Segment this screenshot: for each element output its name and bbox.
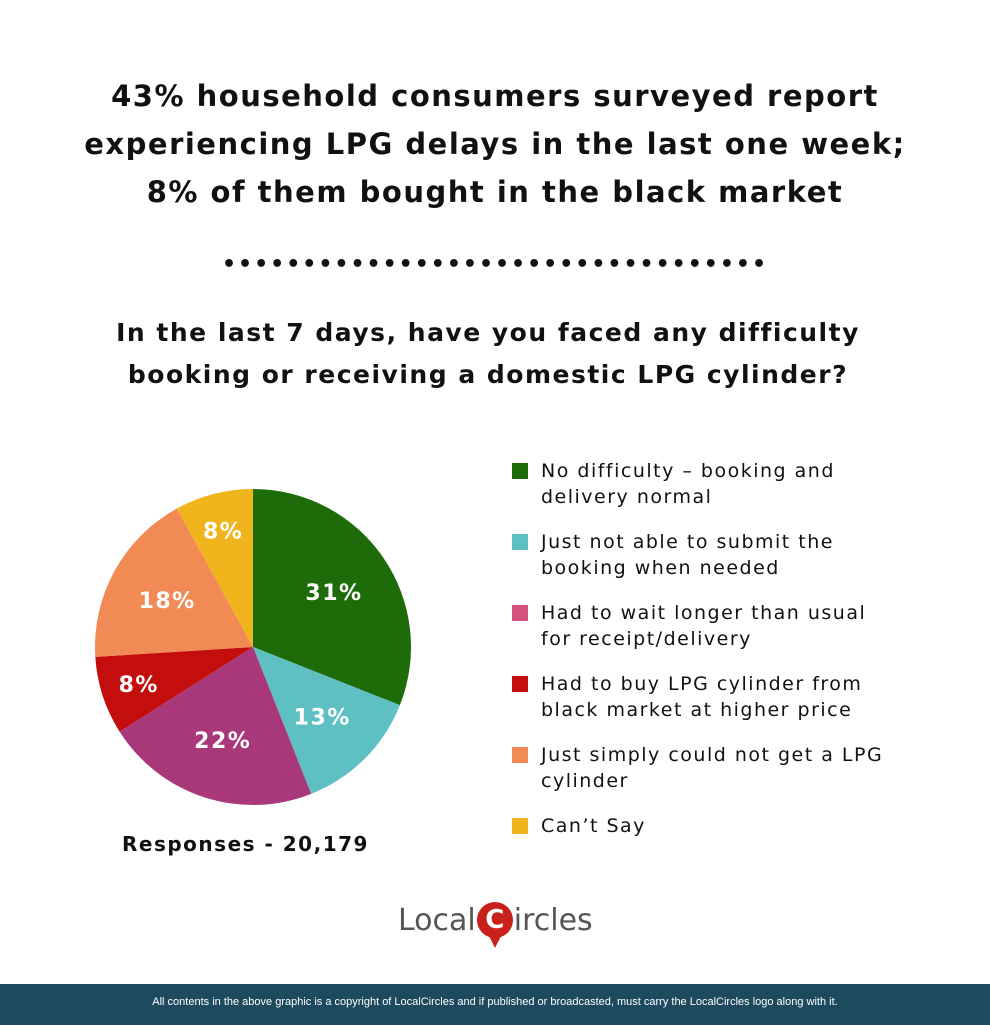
legend-item: Had to buy LPG cylinder from black market… [512, 671, 952, 723]
pie-slice [253, 489, 411, 706]
slice-label: 8% [119, 673, 159, 698]
legend-swatch [512, 818, 528, 834]
legend-label: Just not able to submit the booking when … [541, 529, 834, 581]
pie-slice [253, 647, 400, 794]
legend-swatch [512, 605, 528, 621]
legend-label-line: Just not able to submit the [541, 531, 834, 553]
slice-label: 13% [294, 705, 351, 730]
legend-swatch [512, 463, 528, 479]
slice-label: 18% [139, 589, 196, 614]
legend-swatch [512, 676, 528, 692]
dotted-divider: •••••••••••••••••••••••••••••••••• [221, 252, 769, 277]
headline: 43% household consumers surveyed report … [0, 72, 990, 216]
legend-item: Had to wait longer than usual for receipt… [512, 600, 952, 652]
slice-label: 22% [194, 729, 251, 754]
legend-swatch [512, 534, 528, 550]
question-line: booking or receiving a domestic LPG cyli… [127, 360, 849, 389]
legend-label: Just simply could not get a LPG cylinder [541, 742, 883, 794]
legend-label: No difficulty – booking and delivery norm… [541, 458, 835, 510]
legend-label-line: booking when needed [541, 557, 780, 579]
legend-swatch [512, 747, 528, 763]
legend-label-line: delivery normal [541, 486, 713, 508]
legend-item: Just not able to submit the booking when … [512, 529, 952, 581]
legend-label: Can’t Say [541, 813, 646, 839]
slice-label: 31% [305, 581, 362, 606]
legend-item: Just simply could not get a LPG cylinder [512, 742, 952, 794]
legend-label-line: cylinder [541, 770, 629, 792]
legend-label-line: Just simply could not get a LPG [541, 744, 884, 766]
question-line: In the last 7 days, have you faced any d… [116, 318, 860, 347]
legend-label: Had to wait longer than usual for receipt… [541, 600, 866, 652]
headline-line: 43% household consumers surveyed report [111, 79, 879, 113]
pie-slice [95, 647, 254, 732]
survey-question: In the last 7 days, have you faced any d… [0, 312, 976, 396]
legend-label-line: No difficulty – booking and [541, 460, 835, 482]
copyright-footer: All contents in the above graphic is a c… [0, 984, 990, 1025]
legend-label-line: Had to wait longer than usual [541, 602, 867, 624]
legend-item: No difficulty – booking and delivery norm… [512, 458, 952, 510]
legend: No difficulty – booking and delivery norm… [512, 458, 952, 858]
legend-label: Had to buy LPG cylinder from black market… [541, 671, 862, 723]
pie-slice [119, 647, 312, 805]
legend-label-line: for receipt/delivery [541, 628, 752, 650]
legend-label-line: black market at higher price [541, 699, 853, 721]
headline-line: 8% of them bought in the black market [146, 175, 844, 209]
legend-label-line: Had to buy LPG cylinder from [541, 673, 863, 695]
pie-slice [95, 508, 254, 657]
headline-line: experiencing LPG delays in the last one … [84, 127, 906, 161]
slice-label: 8% [203, 520, 243, 545]
responses-count: Responses - 20,179 [122, 832, 369, 856]
pie-slice [176, 489, 253, 647]
legend-label-line: Can’t Say [541, 815, 646, 837]
legend-item: Can’t Say [512, 813, 952, 839]
